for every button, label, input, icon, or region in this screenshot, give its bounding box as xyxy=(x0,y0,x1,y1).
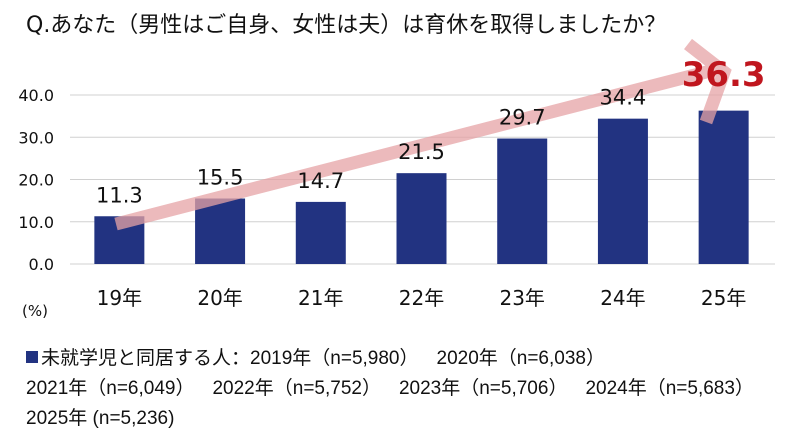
data-label: 11.3 xyxy=(96,183,143,207)
y-axis-label: (%) xyxy=(22,302,48,320)
bar xyxy=(396,173,447,264)
x-tick-label: 23年 xyxy=(499,286,544,310)
x-tick-label: 20年 xyxy=(197,286,242,310)
data-label: 15.5 xyxy=(197,166,244,190)
legend-swatch xyxy=(26,351,38,363)
bar xyxy=(698,110,749,264)
data-label: 21.5 xyxy=(398,140,445,164)
legend-entry: 2025年 (n=5,236) xyxy=(26,408,175,429)
bar xyxy=(195,198,246,264)
trend-arrow xyxy=(114,38,732,231)
legend-series-name: 未就学児と同居する人： xyxy=(41,348,251,369)
data-label: 29.7 xyxy=(499,106,546,130)
legend-entry: 2024年（n=5,683） xyxy=(585,378,754,399)
chart-title: Q.あなた（男性はご自身、女性は夫）は育休を取得しましたか？ xyxy=(26,13,666,38)
legend-entry: 2021年（n=6,049） xyxy=(26,378,195,399)
x-tick-label: 21年 xyxy=(298,286,343,310)
data-label: 36.3 xyxy=(682,55,766,95)
trend-arrow-head xyxy=(684,38,732,125)
x-tick-label: 24年 xyxy=(600,286,645,310)
data-label: 34.4 xyxy=(600,86,647,110)
x-tick-label: 22年 xyxy=(399,286,444,310)
y-tick-label: 30.0 xyxy=(18,128,54,147)
y-tick-label: 10.0 xyxy=(18,213,54,232)
bar xyxy=(597,118,648,264)
y-tick-label: 20.0 xyxy=(18,171,54,190)
legend-entry: 2019年（n=5,980） xyxy=(250,348,419,369)
y-tick-label: 0.0 xyxy=(29,255,54,274)
x-tick-label: 19年 xyxy=(97,286,142,310)
bar xyxy=(497,138,548,264)
bar xyxy=(295,201,346,264)
x-tick-label: 25年 xyxy=(701,286,746,310)
y-tick-label: 40.0 xyxy=(18,86,54,105)
legend-entry: 2022年（n=5,752） xyxy=(212,378,381,399)
legend-entry: 2023年（n=5,706） xyxy=(398,378,568,399)
legend-entry: 2020年（n=6,038） xyxy=(436,348,605,369)
legend: 未就学児と同居する人：2019年（n=5,980） 2020年（n=6,038） 2… xyxy=(26,344,786,434)
data-label: 14.7 xyxy=(297,169,344,193)
trend-arrow-shaft xyxy=(114,61,724,231)
